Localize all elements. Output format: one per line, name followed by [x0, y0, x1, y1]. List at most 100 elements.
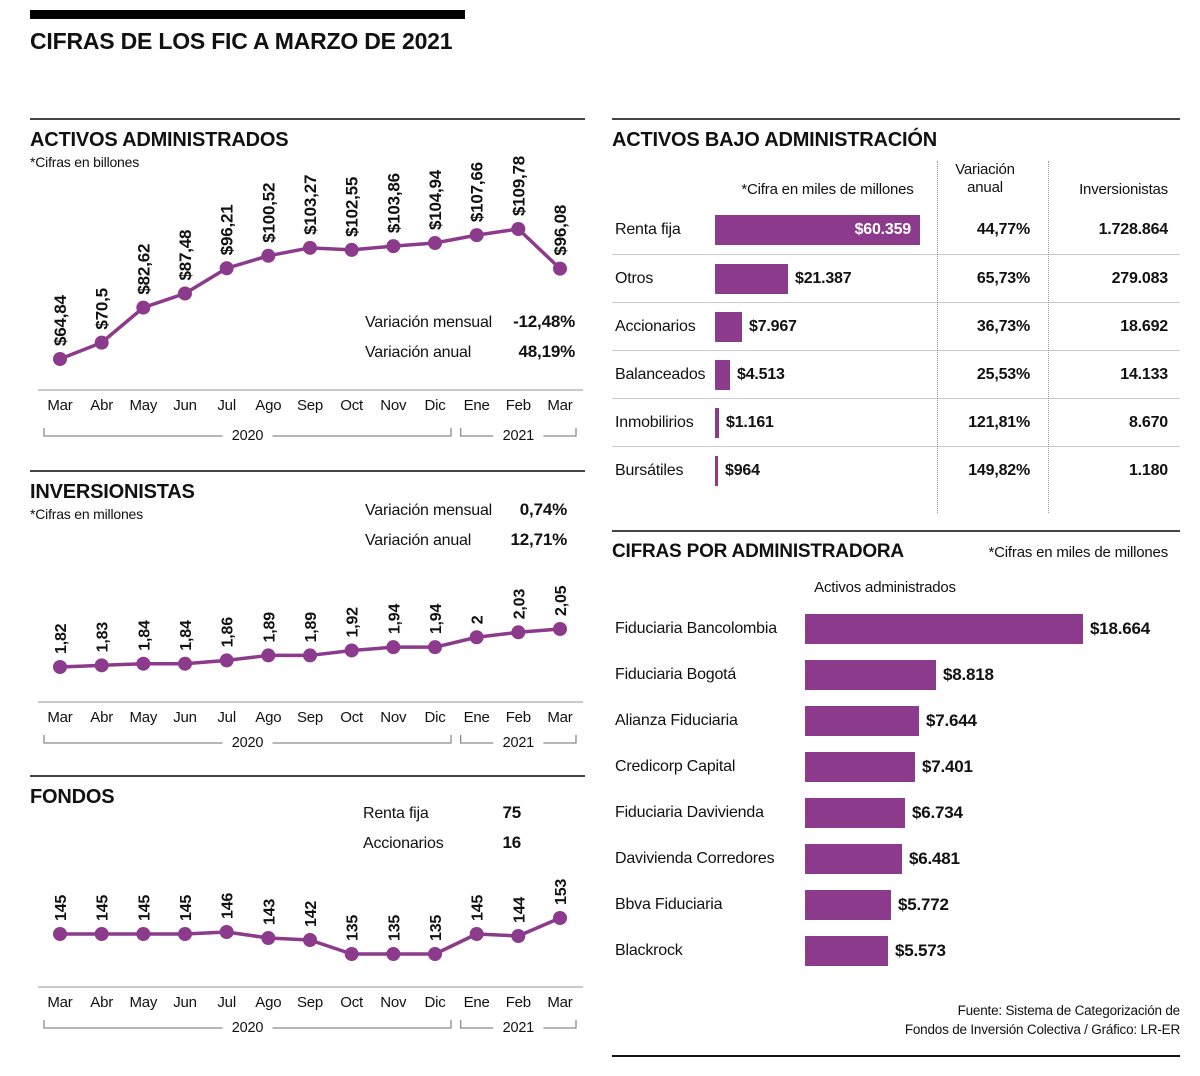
month-label: May [129, 994, 157, 1011]
point-label: 2,03 [511, 589, 528, 620]
bar-zone: $6.481 [805, 844, 1180, 874]
point-label: $102,55 [343, 177, 362, 237]
point-label: 145 [136, 895, 153, 921]
data-point [261, 931, 276, 945]
row-label: Accionarios [615, 317, 696, 335]
line-chart-fondos: 145 Mar 145 Abr 145 May 145 Jun 146 Jul 143 Ago 142 S… [38, 879, 583, 1036]
stat-row: Variación anual 48,19% [365, 342, 575, 362]
data-point [261, 648, 276, 663]
point-label: $103,27 [301, 175, 320, 235]
month-label: Jun [173, 994, 197, 1011]
point-label: 1,86 [220, 617, 237, 648]
month-label: Mar [47, 709, 72, 726]
stats-activos: Variación mensual -12,48% Variación anual 4… [365, 312, 575, 372]
data-point [219, 653, 234, 668]
point-label: 143 [261, 899, 278, 925]
data-point [136, 300, 151, 315]
stat-label: Variación mensual [365, 314, 493, 331]
point-label: $103,86 [384, 173, 403, 233]
point-label: 1,92 [345, 607, 362, 638]
month-label: Abr [90, 709, 113, 726]
point-label: 1,83 [95, 622, 112, 653]
data-point [219, 261, 234, 276]
variacion-anual-value: 44,77% [976, 221, 1030, 238]
month-label: Nov [380, 397, 407, 414]
data-point [94, 658, 109, 673]
admin-row: Alianza Fiduciaria $7.644 [612, 698, 1180, 744]
bar-value: $7.401 [922, 757, 973, 776]
row-label: Bursátiles [615, 461, 684, 479]
table-row: Inmobilirios $1.161 121,81% 8.670 [612, 398, 1180, 446]
stat-row: Renta fija 75 [363, 803, 521, 823]
point-label: $109,78 [509, 156, 528, 216]
year-label: 2021 [503, 428, 535, 444]
admin-row: Bbva Fiduciaria $5.772 [612, 882, 1180, 928]
month-label: May [129, 397, 157, 414]
month-label: Nov [380, 709, 407, 726]
point-label: 146 [220, 893, 237, 919]
row-label: Renta fija [615, 221, 681, 238]
source-line: Fondos de Inversión Colectiva / Gráfico:… [904, 1021, 1180, 1037]
bar-zone: $60.359 [715, 215, 940, 245]
line-chart-activos-administrados: $64,84 Mar $70,5 Abr $82,62 May $87,48 Jun $96,2… [38, 156, 583, 444]
bar [805, 798, 905, 828]
bar [715, 407, 719, 438]
section-title: INVERSIONISTAS [30, 481, 195, 503]
month-label: Ago [255, 397, 281, 414]
data-point [303, 933, 317, 947]
point-label: 145 [95, 895, 112, 921]
month-label: Dic [424, 397, 446, 414]
bar-value: $4.513 [737, 365, 785, 383]
inversionistas-value: 18.692 [1120, 317, 1168, 335]
row-label: Fiduciaria Bancolombia [615, 620, 777, 637]
month-label: Jun [173, 709, 197, 726]
inversionistas-value: 14.133 [1120, 365, 1168, 383]
stat-row: Variación mensual -12,48% [365, 312, 575, 332]
data-point [53, 660, 67, 674]
data-point [178, 286, 192, 301]
bar-value: $5.772 [898, 895, 949, 914]
year-label: 2020 [232, 735, 264, 751]
point-label: $82,62 [134, 244, 153, 295]
table-row: Accionarios $7.967 36,73% 18.692 [612, 302, 1180, 350]
month-label: Dic [424, 709, 446, 726]
column-header-variacion-anual: Variación anual [955, 160, 1015, 197]
bar-zone: $5.573 [805, 936, 1180, 966]
bar-zone: $4.513 [715, 359, 940, 390]
table-row: Otros $21.387 65,73% 279.083 [612, 254, 1180, 302]
month-label: Jul [217, 994, 236, 1011]
month-label: Ene [464, 994, 490, 1011]
table-row: Renta fija $60.359 44,77% 1.728.864 [612, 206, 1180, 254]
month-label: Feb [506, 994, 531, 1011]
month-label: Abr [90, 397, 113, 414]
table-header-row: *Cifra en miles de millones Variación an… [612, 160, 1180, 206]
bar-zone: $7.644 [805, 706, 1180, 736]
data-point [178, 656, 192, 671]
data-point [469, 228, 484, 243]
year-label-bg [493, 1019, 544, 1035]
point-label: $70,5 [93, 288, 112, 330]
point-label: 1,89 [261, 612, 278, 643]
point-label: 1,84 [178, 620, 195, 651]
stat-value: 0,74% [519, 500, 567, 519]
month-label: Ago [255, 994, 281, 1011]
data-point [344, 643, 359, 658]
inversionistas-value: 8.670 [1128, 413, 1168, 431]
data-point [219, 925, 234, 939]
point-label: 1,82 [53, 623, 70, 654]
data-point [94, 335, 109, 350]
data-point [303, 240, 317, 255]
month-label: Oct [340, 994, 364, 1011]
row-label: Credicorp Capital [615, 758, 736, 775]
bar [715, 455, 718, 486]
point-label: 135 [428, 915, 445, 941]
admin-row: Fiduciaria Davivienda $6.734 [612, 790, 1180, 836]
bar [805, 706, 919, 736]
column-header-activos-administrados: Activos administrados [814, 579, 956, 596]
point-label: 145 [178, 895, 195, 921]
data-point [428, 640, 442, 655]
data-point [428, 236, 442, 251]
bar-zone: $6.734 [805, 798, 1180, 828]
row-label: Balanceados [615, 365, 706, 383]
stat-value: -12,48% [513, 312, 575, 331]
